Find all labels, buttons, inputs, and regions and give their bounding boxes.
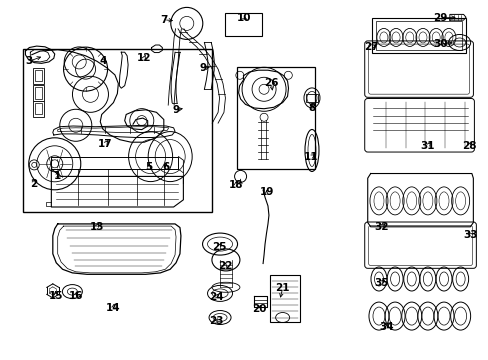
Text: 6: 6 <box>163 162 169 172</box>
Text: 34: 34 <box>378 321 393 332</box>
Text: 3: 3 <box>26 56 33 66</box>
Text: 5: 5 <box>145 162 152 172</box>
Bar <box>224 13 261 36</box>
Text: 30: 30 <box>432 39 447 49</box>
Text: 22: 22 <box>217 261 232 271</box>
Text: 29: 29 <box>432 13 447 23</box>
Text: 16: 16 <box>68 291 83 301</box>
Polygon shape <box>35 70 42 81</box>
Bar <box>237 67 315 169</box>
Text: 4: 4 <box>99 56 106 66</box>
Text: 19: 19 <box>259 186 273 197</box>
Text: 18: 18 <box>228 180 243 190</box>
Text: 9: 9 <box>172 105 179 115</box>
Polygon shape <box>33 85 44 101</box>
Text: 14: 14 <box>106 303 121 313</box>
Text: 1: 1 <box>54 171 61 181</box>
Bar <box>269 275 300 322</box>
Polygon shape <box>35 87 42 99</box>
Text: 27: 27 <box>364 42 378 52</box>
Text: 24: 24 <box>208 292 223 302</box>
Text: 26: 26 <box>264 78 278 88</box>
Polygon shape <box>35 103 42 114</box>
Text: 28: 28 <box>461 141 476 151</box>
Text: 9: 9 <box>199 63 206 73</box>
Text: 21: 21 <box>275 283 289 293</box>
Text: 23: 23 <box>208 316 223 326</box>
Bar <box>375 21 461 50</box>
Polygon shape <box>33 68 44 84</box>
Text: 7: 7 <box>160 15 167 25</box>
Text: 25: 25 <box>211 242 226 252</box>
Bar <box>23 49 211 212</box>
Text: 35: 35 <box>373 278 388 288</box>
Bar <box>371 18 465 53</box>
Text: 12: 12 <box>137 53 151 63</box>
Text: 31: 31 <box>420 141 434 151</box>
Text: 17: 17 <box>98 139 112 149</box>
Text: 13: 13 <box>89 222 104 232</box>
Polygon shape <box>33 101 44 117</box>
Text: 15: 15 <box>49 291 63 301</box>
Text: 2: 2 <box>30 179 37 189</box>
Text: 33: 33 <box>463 230 477 240</box>
Text: 11: 11 <box>304 152 318 162</box>
Text: 8: 8 <box>308 103 315 113</box>
Text: 10: 10 <box>237 13 251 23</box>
Text: 32: 32 <box>373 222 388 232</box>
Text: 20: 20 <box>251 303 266 314</box>
